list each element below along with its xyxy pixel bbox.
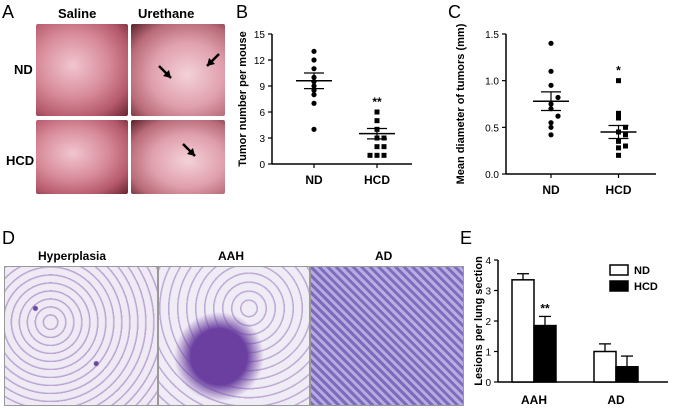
panel-label-e: E — [460, 228, 473, 248]
label-hyperplasia: Hyperplasia — [38, 249, 107, 263]
data-point — [623, 132, 628, 138]
bar — [511, 279, 535, 383]
data-point — [616, 145, 621, 151]
col-label-saline: Saline — [58, 6, 97, 21]
data-point — [374, 152, 380, 158]
data-point — [616, 115, 621, 121]
y-tick-label: 3 — [259, 134, 265, 145]
photo-hcd-urethane — [131, 120, 225, 194]
panel-label-b: B — [236, 2, 249, 22]
data-point — [548, 124, 554, 130]
y-tick-label: 1.0 — [485, 77, 499, 88]
legend-label: ND — [634, 265, 650, 277]
data-point — [374, 109, 380, 115]
y-tick-label: 2 — [485, 317, 491, 328]
data-point — [623, 124, 628, 130]
x-tick-label: AD — [607, 393, 625, 407]
significance-mark: ** — [372, 95, 382, 109]
arrow-hcd-urethane — [182, 143, 196, 157]
data-point — [311, 100, 317, 106]
data-point — [616, 78, 621, 84]
histology-ad — [310, 266, 464, 406]
y-tick-label: 0 — [259, 160, 265, 171]
y-tick-label: 1.5 — [485, 30, 499, 41]
data-point — [616, 110, 621, 116]
data-point — [311, 126, 317, 132]
x-tick-label: ND — [305, 173, 323, 187]
legend-swatch — [609, 280, 629, 292]
data-point — [555, 94, 561, 101]
y-tick-label: 3 — [485, 287, 491, 298]
chart-c: 0.0 0.5 1.0 1.5 ND HCD * Mean diameter of tumor… — [455, 23, 656, 197]
data-point — [374, 144, 380, 150]
data-point — [381, 152, 387, 158]
significance-mark: * — [616, 64, 621, 78]
data-point — [548, 68, 554, 74]
data-point — [548, 82, 554, 88]
y-tick-label: 15 — [254, 30, 266, 41]
y-axis-label: Lesions per lung section — [473, 256, 485, 386]
photo-nd-urethane — [131, 24, 225, 116]
bar — [593, 350, 617, 383]
y-tick-label: 6 — [259, 108, 265, 119]
row-label-nd: ND — [14, 62, 33, 77]
data-point — [367, 152, 373, 158]
bar — [615, 366, 639, 383]
photo-hcd-saline — [36, 120, 128, 194]
bar — [533, 324, 557, 383]
data-point — [616, 138, 621, 144]
photo-nd-saline — [36, 24, 128, 116]
y-tick-label: 0.0 — [485, 170, 499, 181]
histology-aah — [158, 266, 310, 406]
chart-b: 0 3 6 9 12 15 ND HCD ** Tumor number per mouse — [237, 30, 412, 187]
label-aah: AAH — [218, 249, 244, 263]
data-point — [548, 40, 554, 46]
x-tick-label: AAH — [521, 393, 547, 407]
panel-label-a: A — [2, 2, 15, 22]
x-tick-label: HCD — [606, 183, 632, 197]
significance-mark: ** — [540, 301, 550, 315]
label-ad: AD — [375, 249, 393, 263]
data-point — [548, 132, 554, 138]
row-label-hcd: HCD — [6, 153, 35, 168]
data-point — [555, 113, 561, 119]
data-point — [311, 57, 317, 63]
data-point — [616, 152, 621, 158]
y-tick-label: 12 — [254, 56, 266, 67]
data-point — [548, 120, 554, 126]
y-tick-label: 0 — [485, 378, 491, 389]
data-point — [311, 92, 317, 98]
data-point — [623, 143, 628, 149]
histology-hyperplasia — [4, 266, 158, 406]
data-point — [311, 66, 317, 72]
panel-label-c: C — [448, 2, 461, 22]
x-tick-label: HCD — [364, 173, 390, 187]
chart-e: 0 1 2 3 4 AAH AD ** ND HCD Lesions per lung sectio… — [473, 256, 668, 407]
data-point — [381, 135, 387, 141]
y-tick-label: 9 — [259, 82, 265, 93]
y-axis-label: Tumor number per mouse — [237, 31, 249, 166]
y-tick-label: 4 — [485, 256, 491, 267]
panel-label-d: D — [2, 228, 15, 248]
x-tick-label: ND — [542, 183, 560, 197]
col-label-urethane: Urethane — [138, 6, 195, 21]
legend-swatch — [609, 264, 629, 276]
data-point — [311, 48, 317, 54]
y-axis-label: Mean diameter of tumors (mm) — [455, 23, 467, 184]
y-tick-label: 1 — [485, 348, 491, 359]
y-tick-label: 0.5 — [485, 123, 499, 134]
data-point — [374, 118, 380, 124]
legend-label: HCD — [634, 281, 658, 293]
data-point — [381, 144, 387, 150]
arrows-nd-urethane — [158, 53, 220, 79]
